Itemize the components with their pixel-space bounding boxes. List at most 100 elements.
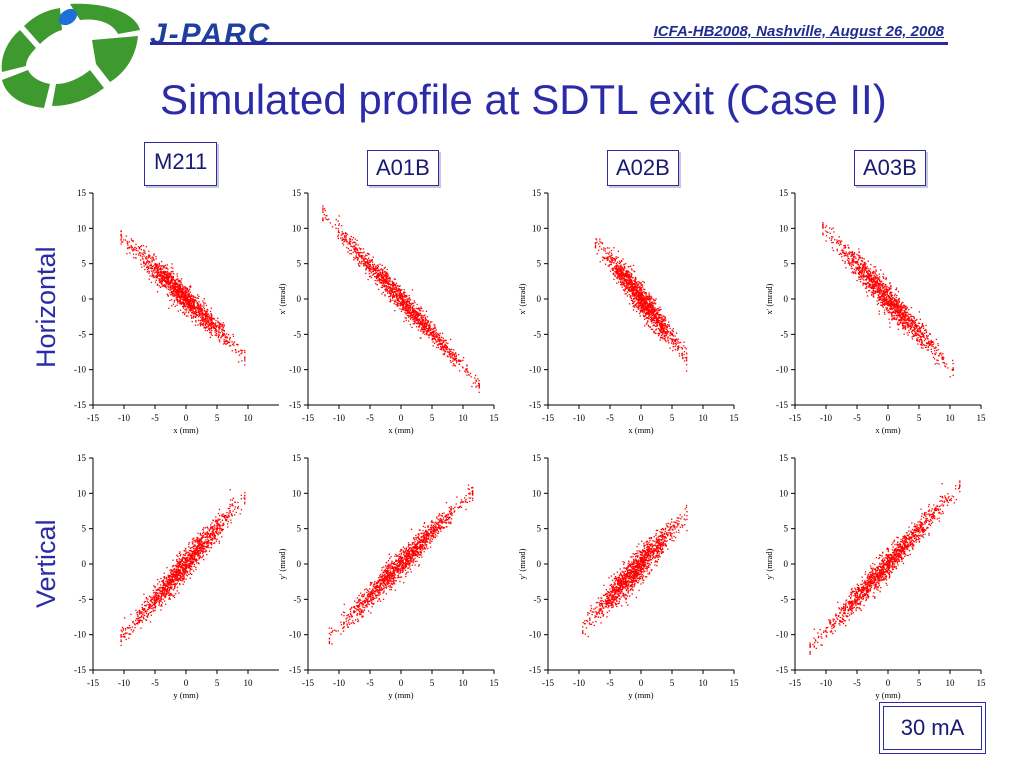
data-point <box>373 272 375 275</box>
data-point <box>940 354 943 356</box>
data-point <box>641 301 643 303</box>
data-point <box>419 325 421 327</box>
data-point <box>624 275 626 278</box>
data-point <box>862 274 865 276</box>
data-point <box>654 303 657 305</box>
data-point <box>389 286 392 288</box>
data-point <box>151 261 153 263</box>
data-point <box>150 257 152 259</box>
data-point <box>633 287 635 289</box>
data-point <box>191 300 194 302</box>
data-point <box>206 311 209 313</box>
data-point <box>367 267 370 270</box>
data-point <box>677 338 679 340</box>
data-point <box>455 358 457 361</box>
data-point <box>385 272 388 274</box>
data-point <box>222 343 225 345</box>
data-point <box>913 324 916 327</box>
data-point <box>617 271 619 273</box>
data-point <box>203 323 205 325</box>
data-point <box>418 322 420 324</box>
data-point <box>426 322 428 324</box>
data-point <box>629 275 631 278</box>
data-point <box>355 253 358 255</box>
data-point <box>647 307 649 309</box>
data-point <box>158 278 161 281</box>
data-point <box>896 304 899 306</box>
data-point <box>341 239 343 242</box>
data-point <box>367 261 369 263</box>
data-point <box>173 295 176 297</box>
y-tick-label: 15 <box>532 188 542 198</box>
data-point <box>844 260 846 263</box>
x-tick-label: 0 <box>886 413 891 423</box>
data-point <box>628 271 630 273</box>
data-point <box>196 301 198 304</box>
data-point <box>169 283 172 285</box>
x-tick-label: -10 <box>118 413 130 423</box>
y-tick-label: 0 <box>537 294 542 304</box>
data-point <box>927 342 929 345</box>
jparc-logo <box>1 3 140 108</box>
data-point <box>665 333 667 335</box>
y-tick-label: 0 <box>82 294 87 304</box>
data-point <box>389 300 392 303</box>
data-point <box>440 348 442 350</box>
data-point <box>649 319 652 321</box>
data-point <box>176 288 178 291</box>
data-point <box>216 333 218 335</box>
data-point <box>210 312 212 315</box>
data-point <box>210 327 212 329</box>
data-point <box>639 286 641 289</box>
data-point <box>840 240 843 242</box>
data-point <box>649 306 651 309</box>
data-point <box>188 290 190 292</box>
data-point <box>861 275 863 277</box>
data-point <box>153 268 156 270</box>
data-point <box>638 299 640 302</box>
data-point <box>200 312 202 315</box>
data-point <box>863 273 865 276</box>
data-point <box>429 329 432 332</box>
data-point <box>870 286 872 289</box>
data-point <box>894 318 896 320</box>
data-point <box>410 303 412 305</box>
data-point <box>938 363 940 365</box>
data-point <box>918 327 921 329</box>
data-point <box>233 341 236 343</box>
data-point <box>403 289 405 291</box>
y-tick-label: -5 <box>534 329 542 339</box>
data-point <box>183 303 185 305</box>
data-point <box>145 263 147 265</box>
data-point <box>148 254 150 257</box>
data-point <box>379 271 381 273</box>
data-point <box>199 307 201 309</box>
data-point <box>244 351 246 354</box>
data-point <box>172 288 174 290</box>
data-point <box>401 294 403 297</box>
data-point <box>122 241 124 243</box>
data-point <box>426 316 428 318</box>
data-point <box>632 290 635 293</box>
data-point <box>194 313 196 316</box>
data-point <box>466 365 468 367</box>
data-point <box>208 322 211 324</box>
data-point <box>193 295 195 298</box>
data-point <box>179 291 181 293</box>
data-point <box>211 318 213 320</box>
data-point <box>646 298 648 301</box>
data-point <box>208 327 210 329</box>
data-point <box>157 272 159 274</box>
data-point <box>411 307 413 309</box>
data-point <box>398 289 400 291</box>
data-point <box>663 334 666 337</box>
data-point <box>142 258 144 260</box>
data-point <box>418 312 420 314</box>
data-point <box>187 294 190 297</box>
data-point <box>190 303 192 305</box>
data-point <box>178 287 181 289</box>
data-point <box>853 257 855 259</box>
data-point <box>406 301 408 303</box>
data-point <box>635 281 638 284</box>
data-point <box>914 320 916 322</box>
